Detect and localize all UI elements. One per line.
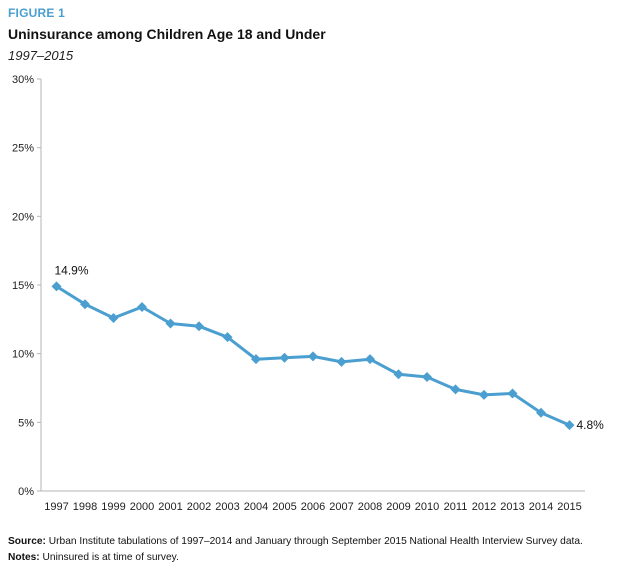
y-tick-label: 10%: [12, 349, 34, 361]
x-tick-label: 2000: [130, 501, 154, 513]
data-point-marker: [165, 318, 176, 329]
data-point-marker: [279, 352, 290, 363]
data-point-marker: [251, 354, 261, 365]
data-point-marker: [137, 301, 147, 312]
chart-title: Uninsurance among Children Age 18 and Un…: [8, 26, 326, 42]
chart-subtitle: 1997–2015: [8, 48, 74, 63]
x-tick-label: 2008: [358, 501, 382, 513]
figure-label: FIGURE 1: [8, 6, 65, 20]
line-chart: 0% 5% 10% 15% 20% 25% 30% 1997 1998 1999 2000 2001 2…: [12, 74, 605, 513]
data-point-marker: [336, 356, 347, 367]
data-point-marker: [450, 384, 461, 395]
y-tick-label: 30%: [12, 74, 34, 86]
data-point-marker: [507, 388, 518, 399]
source-text: Urban Institute tabulations of 1997–2014…: [48, 536, 583, 547]
data-point-marker: [308, 351, 318, 362]
y-tick-label: 15%: [12, 280, 34, 292]
x-tick-label: 2002: [187, 501, 211, 513]
x-tick-label: 2001: [158, 501, 182, 513]
data-label: 14.9%: [55, 263, 89, 277]
data-point-marker: [108, 312, 119, 323]
x-tick-label: 2003: [215, 501, 239, 513]
data-point-marker: [393, 369, 404, 380]
y-tick-label: 0%: [18, 486, 34, 498]
data-point-marker: [536, 407, 546, 418]
source-label: Source:: [8, 536, 46, 547]
y-tick-label: 5%: [18, 417, 34, 429]
x-tick-label: 1997: [44, 501, 68, 513]
data-point-marker: [51, 281, 62, 292]
notes-label: Notes:: [8, 552, 40, 563]
x-tick-label: 2013: [500, 501, 524, 513]
x-tick-label: 2004: [244, 501, 268, 513]
data-point-marker: [479, 389, 489, 400]
x-tick-label: 2007: [329, 501, 353, 513]
data-point-marker: [222, 332, 233, 343]
data-label: 4.8%: [577, 418, 605, 432]
notes-note: Notes: Uninsured is at time of survey.: [8, 550, 616, 566]
x-tick-label: 2009: [386, 501, 410, 513]
x-tick-label: 1998: [73, 501, 97, 513]
data-point-marker: [422, 372, 432, 383]
x-tick-label: 2014: [529, 501, 553, 513]
notes-text: Uninsured is at time of survey.: [42, 552, 179, 563]
x-tick-label: 2012: [472, 501, 496, 513]
y-tick-label: 20%: [12, 211, 34, 223]
y-tick-label: 25%: [12, 143, 34, 155]
source-note: Source: Urban Institute tabulations of 1…: [8, 534, 616, 550]
x-tick-label: 2011: [444, 501, 468, 513]
data-point-marker: [564, 420, 575, 431]
x-tick-label: 2005: [272, 501, 296, 513]
data-point-marker: [365, 354, 375, 365]
data-point-marker: [80, 299, 90, 310]
x-tick-label: 2006: [301, 501, 325, 513]
x-tick-label: 2010: [415, 501, 439, 513]
data-point-marker: [194, 321, 204, 332]
chart-footer: Source: Urban Institute tabulations of 1…: [8, 534, 616, 566]
x-tick-label: 2015: [557, 501, 581, 513]
x-tick-label: 1999: [101, 501, 125, 513]
